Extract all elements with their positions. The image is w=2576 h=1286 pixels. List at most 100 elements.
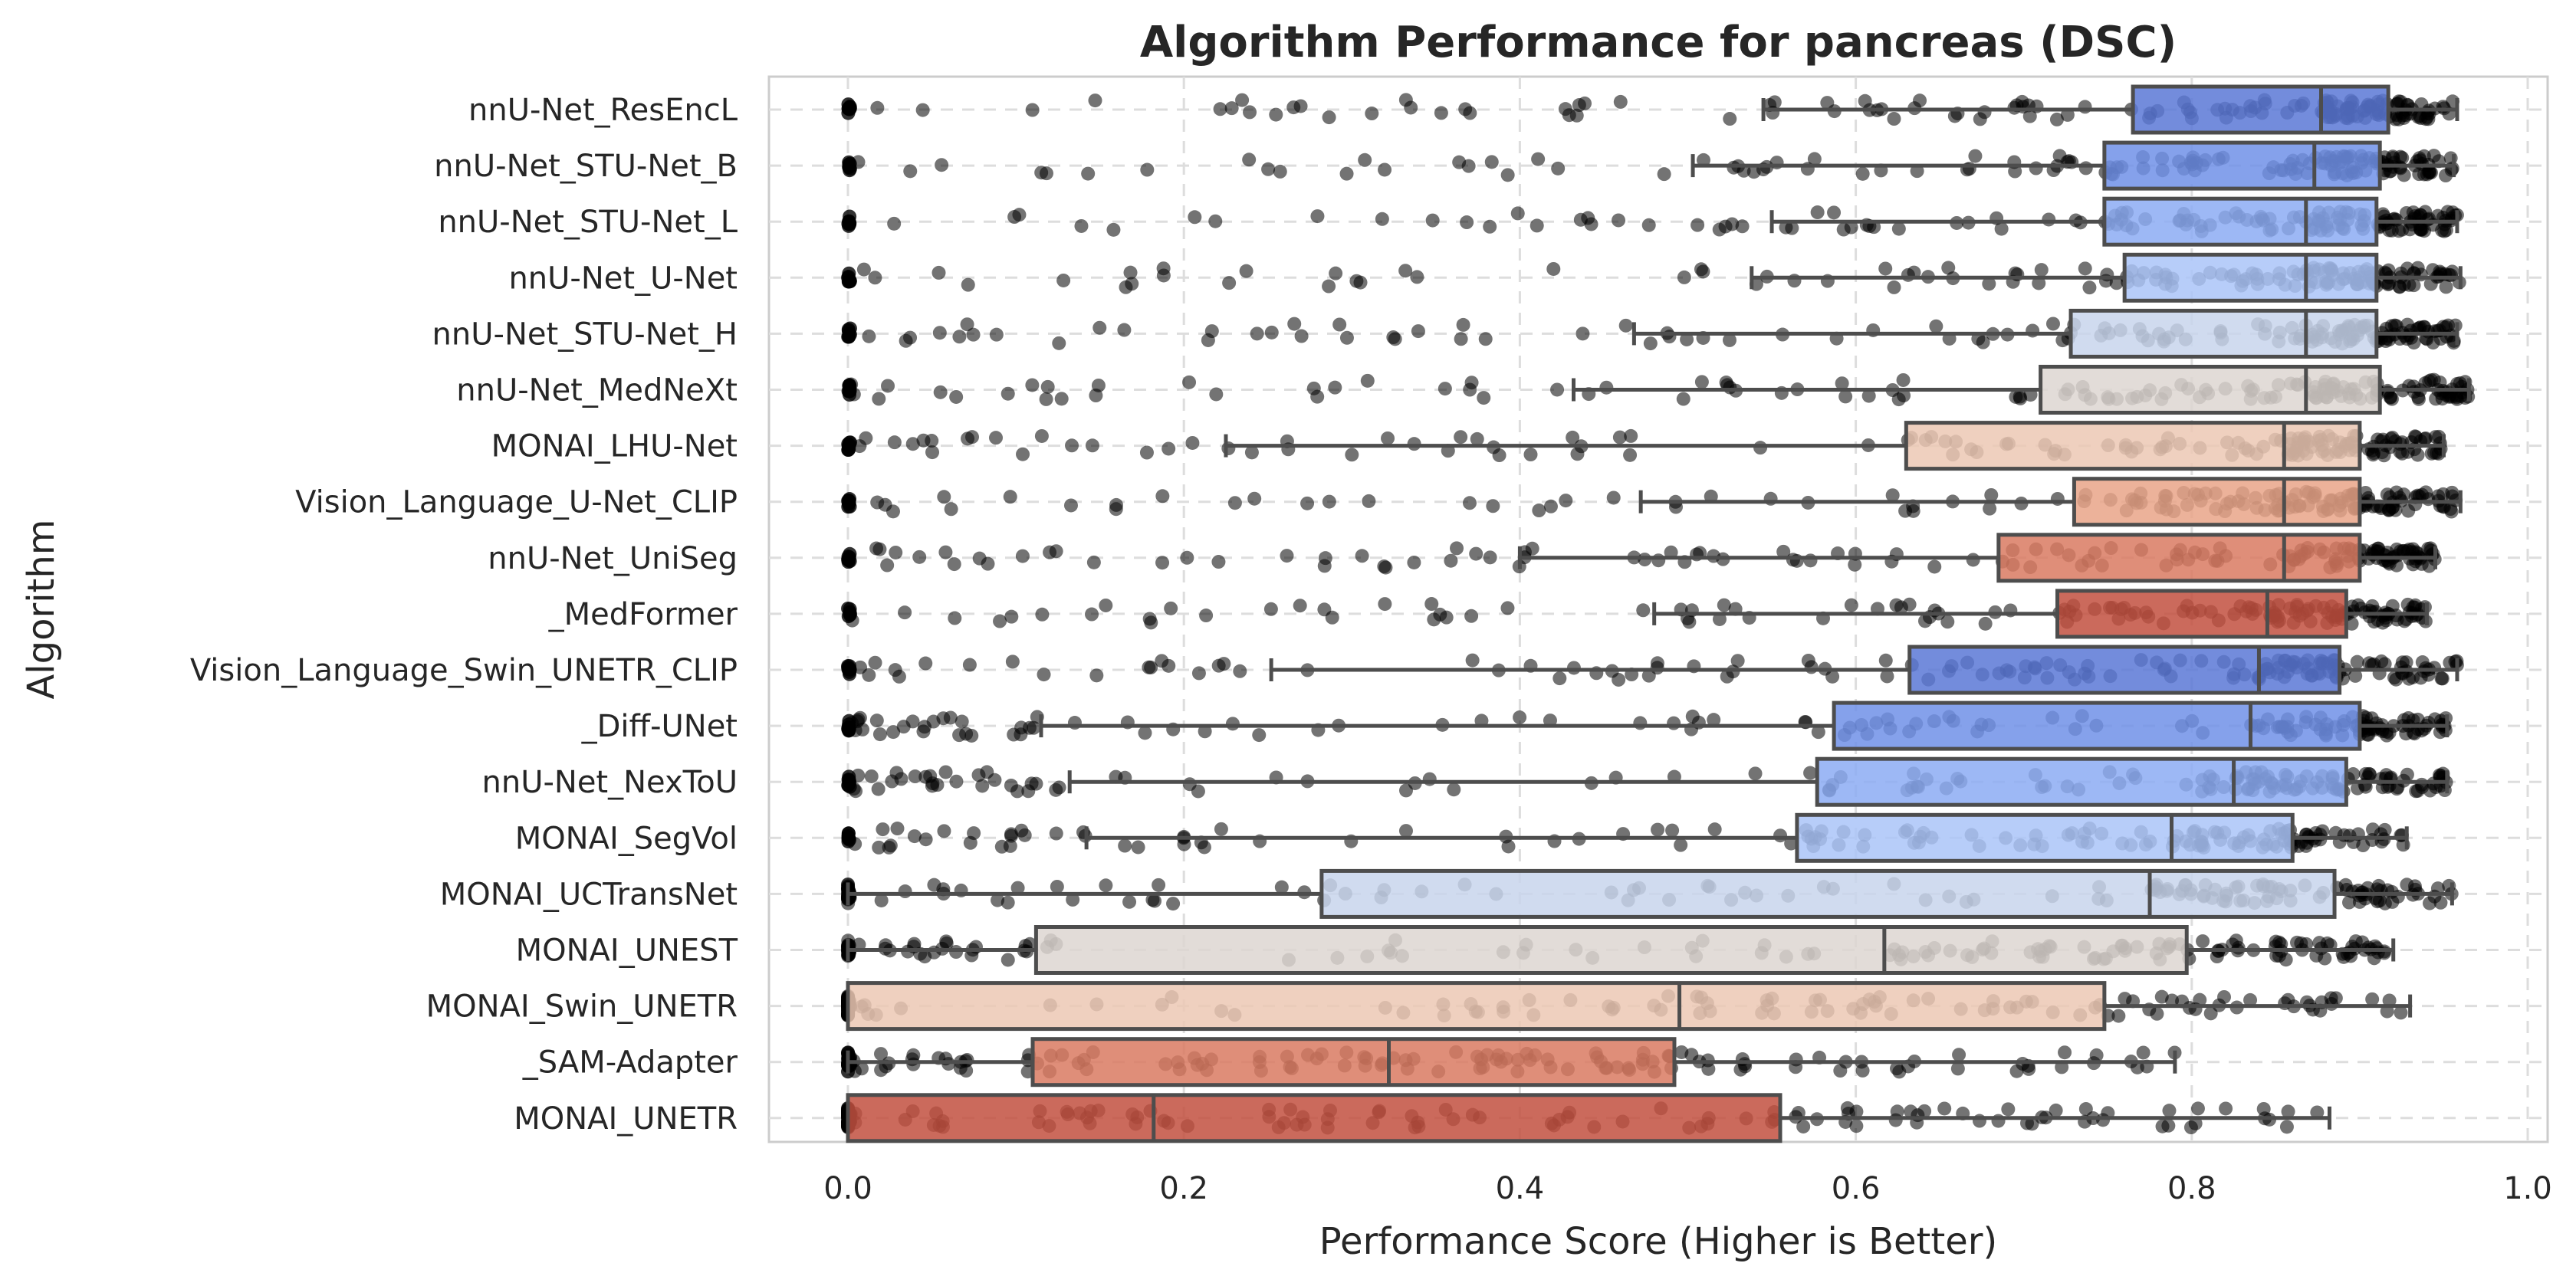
data-point xyxy=(1001,386,1015,401)
data-point xyxy=(937,824,951,838)
data-point xyxy=(1707,822,1722,837)
data-point xyxy=(1891,221,1906,236)
data-point xyxy=(1861,389,1876,403)
data-point xyxy=(2390,97,2405,111)
data-point xyxy=(2154,989,2169,1004)
data-point xyxy=(1252,728,1267,743)
data-point xyxy=(2155,1119,2170,1133)
data-point xyxy=(1978,616,1993,631)
data-point xyxy=(1840,1101,1855,1115)
data-point xyxy=(1880,669,1894,684)
data-point xyxy=(1937,1101,1952,1116)
data-point xyxy=(1198,724,1212,739)
data-point xyxy=(1274,880,1289,894)
y-tick-label-5: nnU-Net_MedNeXt xyxy=(456,373,738,408)
data-point xyxy=(2397,277,2411,292)
data-point xyxy=(1142,612,1157,626)
data-point xyxy=(1464,376,1479,390)
data-point xyxy=(1287,317,1302,331)
data-point xyxy=(933,385,948,399)
y-tick-label-12: nnU-Net_NexToU xyxy=(481,765,738,800)
iqr-box xyxy=(2122,252,2379,303)
data-point xyxy=(1155,489,1170,504)
box-1 xyxy=(1691,140,2456,191)
data-point xyxy=(1994,221,2009,236)
data-point xyxy=(1339,166,1354,181)
data-point xyxy=(856,262,871,277)
data-point xyxy=(966,327,981,342)
data-point xyxy=(2410,261,2425,275)
data-point xyxy=(903,164,918,179)
data-point xyxy=(1263,602,1278,616)
data-point xyxy=(1973,112,1987,126)
data-point xyxy=(2361,940,2376,955)
data-point xyxy=(935,158,949,172)
data-point xyxy=(1438,382,1452,396)
data-point xyxy=(2193,992,2207,1007)
data-point xyxy=(1123,265,1138,280)
data-point xyxy=(869,714,884,728)
data-point xyxy=(853,710,867,725)
data-point xyxy=(1612,430,1627,445)
data-point xyxy=(1501,839,1516,854)
data-point xyxy=(925,779,939,793)
data-point xyxy=(870,495,885,510)
data-point xyxy=(991,893,1005,907)
iqr-box xyxy=(2039,365,2382,415)
box-18 xyxy=(846,1093,2331,1143)
data-point xyxy=(1328,380,1342,395)
data-point xyxy=(1674,838,1688,852)
y-tick-label-18: MONAI_UNETR xyxy=(514,1101,738,1137)
data-point xyxy=(1484,155,1499,169)
data-point xyxy=(960,317,974,332)
box-13 xyxy=(1084,812,2409,863)
data-point xyxy=(949,389,964,404)
data-point xyxy=(2439,280,2453,294)
data-point xyxy=(898,884,912,899)
data-point xyxy=(1005,654,1020,669)
data-point xyxy=(2410,783,2425,798)
data-point xyxy=(1201,333,1215,347)
data-point xyxy=(1784,836,1799,851)
data-point xyxy=(1753,441,1768,455)
data-point xyxy=(1717,598,1731,612)
data-point xyxy=(2272,935,2286,950)
data-point xyxy=(2078,100,2092,114)
data-point xyxy=(1085,438,1099,453)
data-point xyxy=(1339,330,1354,345)
data-point xyxy=(905,714,920,729)
y-tick-label-16: MONAI_Swin_UNETR xyxy=(426,989,738,1025)
data-point xyxy=(1034,428,1049,443)
data-point xyxy=(1191,666,1206,681)
data-point xyxy=(2029,161,2043,176)
data-point xyxy=(2058,1045,2072,1060)
data-point xyxy=(1092,320,1107,335)
data-point xyxy=(2162,1104,2177,1118)
data-point xyxy=(1811,725,1825,740)
data-point xyxy=(868,655,882,670)
data-point xyxy=(1623,448,1638,462)
data-point xyxy=(1345,448,1359,462)
data-point xyxy=(1016,447,1030,461)
data-point xyxy=(890,822,905,836)
data-point xyxy=(1081,166,1096,181)
data-point xyxy=(1001,953,1015,967)
data-point xyxy=(915,103,930,117)
data-point xyxy=(2032,276,2046,290)
data-point xyxy=(1300,496,1315,510)
data-point xyxy=(1034,166,1049,180)
y-axis-ticks: nnU-Net_ResEncL nnU-Net_STU-Net_B nnU-Net_… xyxy=(190,93,738,1137)
data-point xyxy=(1531,152,1546,166)
data-point xyxy=(1810,205,1825,220)
data-point xyxy=(1004,609,1019,624)
data-point xyxy=(925,445,940,460)
box-11 xyxy=(1039,700,2450,751)
data-point xyxy=(1878,653,1893,668)
data-point xyxy=(1310,209,1325,224)
data-point xyxy=(1065,438,1079,453)
data-point xyxy=(2348,668,2363,683)
data-point xyxy=(1807,152,1822,166)
data-point xyxy=(916,433,931,448)
data-point-zero xyxy=(842,832,856,847)
data-point xyxy=(938,765,953,779)
